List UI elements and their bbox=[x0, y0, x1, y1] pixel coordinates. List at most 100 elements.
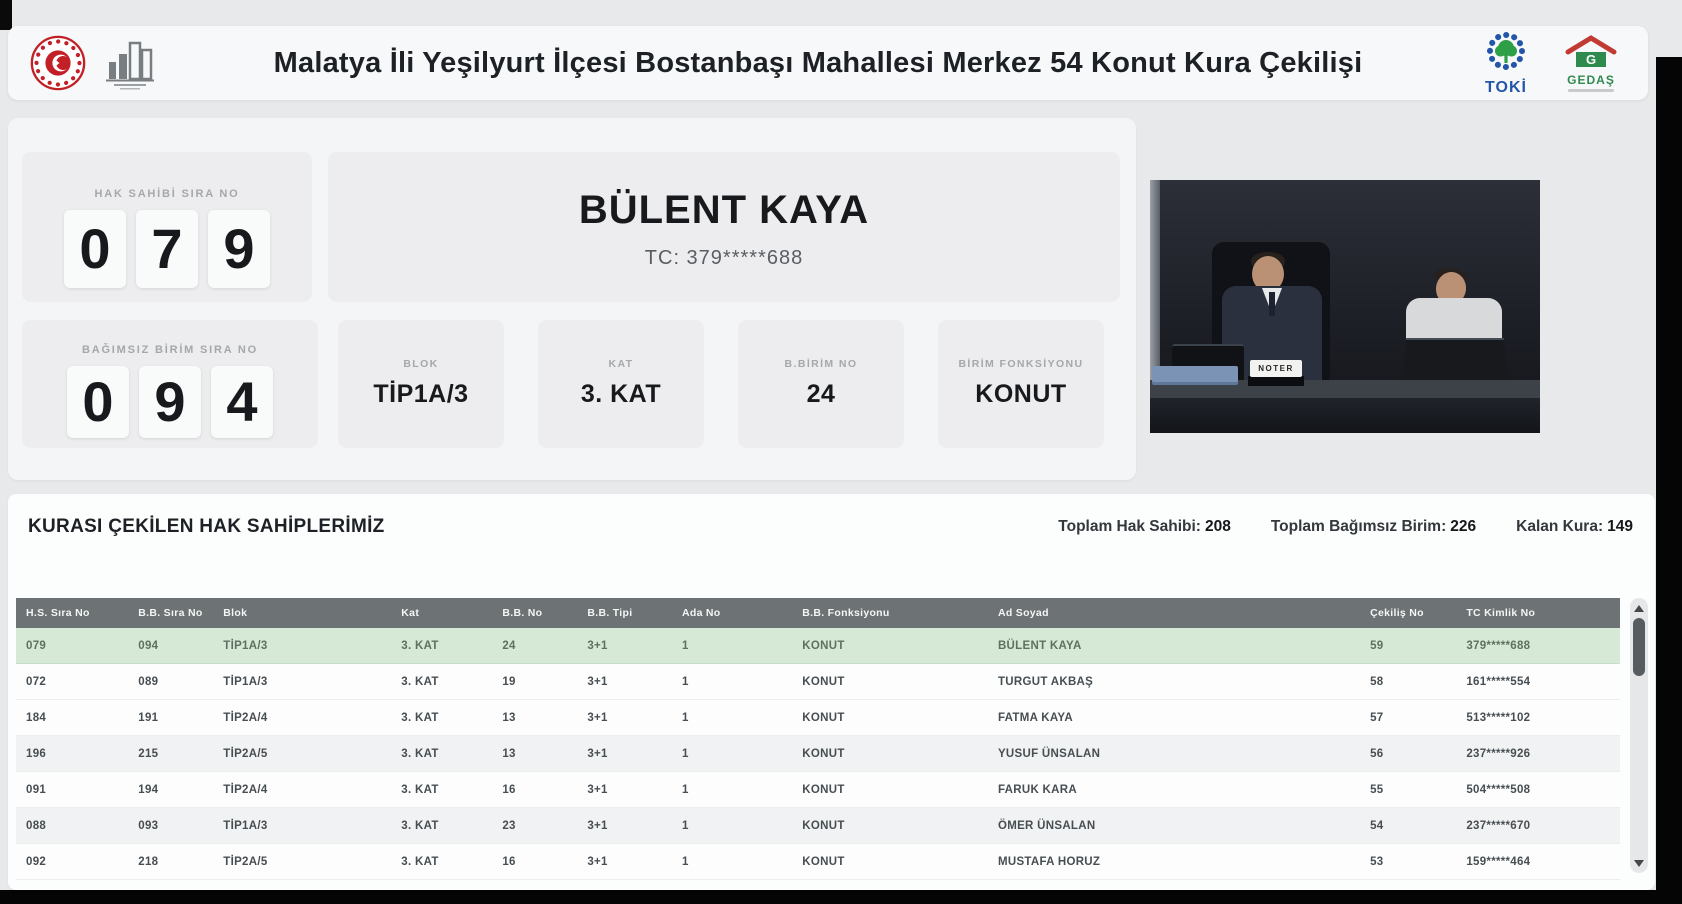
table-cell: 513*****102 bbox=[1456, 699, 1620, 736]
table-row: 091 194 TİP2A/4 3. KAT 16 3+1 1 KONUT FARUK KARA… bbox=[16, 771, 1620, 808]
table-cell: 53 bbox=[1360, 843, 1457, 880]
table-cell: 1 bbox=[671, 628, 793, 664]
table-cell: 1 bbox=[671, 771, 793, 808]
table-cell: 59 bbox=[1360, 628, 1457, 664]
table-cell: 3+1 bbox=[577, 807, 672, 844]
column-header: B.B. No bbox=[492, 598, 578, 628]
table-row: 092 218 TİP2A/5 3. KAT 16 3+1 1 KONUT MUSTAFA HO… bbox=[16, 843, 1620, 880]
detail-value: KONUT bbox=[975, 380, 1067, 408]
hak-sahibi-label: HAK SAHİBİ SIRA NO bbox=[94, 188, 240, 200]
detail-value: TİP1A/3 bbox=[373, 380, 469, 408]
detail-card: BİRİM FONKSİYONU KONUT bbox=[938, 320, 1104, 448]
table-cell: 3. KAT bbox=[391, 735, 493, 772]
table-cell: 54 bbox=[1360, 807, 1457, 844]
laptop-right bbox=[1402, 338, 1508, 384]
digit-box: 9 bbox=[208, 210, 270, 288]
table-cell: 091 bbox=[16, 771, 129, 808]
table-cell: 215 bbox=[128, 735, 214, 772]
table-cell: 23 bbox=[492, 807, 578, 844]
table-cell: 3. KAT bbox=[391, 807, 493, 844]
table-cell: 218 bbox=[128, 843, 214, 880]
table-cell: 3+1 bbox=[577, 843, 672, 880]
detail-card: KAT 3. KAT bbox=[538, 320, 704, 448]
noter-name-plate: NOTER bbox=[1250, 360, 1302, 377]
chevron-down-icon bbox=[1634, 859, 1644, 867]
table-cell: 092 bbox=[16, 843, 129, 880]
column-header: TC Kimlik No bbox=[1456, 598, 1620, 628]
table-cell: TİP2A/5 bbox=[213, 843, 392, 880]
table-cell: FARUK KARA bbox=[987, 771, 1361, 808]
table-scrollbar[interactable] bbox=[1630, 598, 1648, 873]
digit-box: 0 bbox=[67, 366, 129, 438]
gedas-logo: G GEDAŞ bbox=[1560, 34, 1622, 92]
digit-box: 4 bbox=[211, 366, 273, 438]
table-cell: KONUT bbox=[792, 699, 988, 736]
scroll-up-button[interactable] bbox=[1630, 600, 1648, 616]
blue-papers bbox=[1152, 366, 1238, 382]
table-cell: 3. KAT bbox=[391, 628, 493, 664]
table-cell: 093 bbox=[128, 807, 214, 844]
table-cell: 3. KAT bbox=[391, 663, 493, 700]
table-cell: 1 bbox=[671, 735, 793, 772]
detail-card: B.BİRİM NO 24 bbox=[738, 320, 904, 448]
column-header: Blok bbox=[213, 598, 392, 628]
table-cell: FATMA KAYA bbox=[987, 699, 1361, 736]
table-cell: ÖMER ÜNSALAN bbox=[987, 807, 1361, 844]
digit-box: 0 bbox=[64, 210, 126, 288]
column-header: H.S. Sıra No bbox=[16, 598, 129, 628]
table-cell: 13 bbox=[492, 699, 578, 736]
table-cell: 184 bbox=[16, 699, 129, 736]
winner-tc-number: TC: 379*****688 bbox=[644, 247, 804, 269]
detail-label: BİRİM FONKSİYONU bbox=[958, 358, 1084, 370]
toki-logo: TOKİ bbox=[1478, 30, 1534, 97]
table-cell: MUSTAFA HORUZ bbox=[987, 843, 1361, 880]
results-table-wrap: H.S. Sıra No B.B. Sıra No Blok Kat B.B. No B.… bbox=[16, 598, 1620, 880]
detail-value: 3. KAT bbox=[580, 380, 662, 408]
results-title: KURASI ÇEKİLEN HAK SAHİPLERİMİZ bbox=[28, 516, 385, 537]
table-row: 072 089 TİP1A/3 3. KAT 19 3+1 1 KONUT TURGUT AKB… bbox=[16, 663, 1620, 700]
person-left-tie bbox=[1269, 292, 1275, 316]
table-cell: 196 bbox=[16, 735, 129, 772]
scrollbar-thumb[interactable] bbox=[1633, 618, 1645, 676]
table-cell: TİP1A/3 bbox=[213, 663, 392, 700]
table-cell: 3+1 bbox=[577, 628, 672, 664]
column-header: Çekiliş No bbox=[1360, 598, 1457, 628]
table-cell: KONUT bbox=[792, 735, 988, 772]
page-title: Malatya İli Yeşilyurt İlçesi Bostanbaşı … bbox=[273, 46, 1363, 79]
stat-value: 208 bbox=[1204, 518, 1231, 535]
table-cell: 55 bbox=[1360, 771, 1457, 808]
table-row: 088 093 TİP1A/3 3. KAT 23 3+1 1 KONUT ÖMER ÜNSAL… bbox=[16, 807, 1620, 844]
table-cell: KONUT bbox=[792, 843, 988, 880]
svg-text:G: G bbox=[1586, 52, 1596, 67]
column-header: B.B. Fonksiyonu bbox=[792, 598, 988, 628]
table-cell: KONUT bbox=[792, 628, 988, 664]
table-row: 184 191 TİP2A/4 3. KAT 13 3+1 1 KONUT FATMA KAYA… bbox=[16, 699, 1620, 736]
table-cell: KONUT bbox=[792, 663, 988, 700]
stat-value: 226 bbox=[1450, 518, 1477, 535]
table-cell: 1 bbox=[671, 843, 793, 880]
table-cell: YUSUF ÜNSALAN bbox=[987, 735, 1361, 772]
table-cell: TURGUT AKBAŞ bbox=[987, 663, 1361, 700]
table-cell: 072 bbox=[16, 663, 129, 700]
table-cell: 58 bbox=[1360, 663, 1457, 700]
header-bar: Malatya İli Yeşilyurt İlçesi Bostanbaşı … bbox=[8, 26, 1648, 100]
table-cell: TİP2A/4 bbox=[213, 771, 392, 808]
detail-value: 24 bbox=[806, 380, 836, 408]
table-cell: 3+1 bbox=[577, 735, 672, 772]
table-cell: 1 bbox=[671, 663, 793, 700]
desk-front bbox=[1150, 398, 1540, 433]
detail-label: KAT bbox=[608, 358, 634, 370]
table-cell: 194 bbox=[128, 771, 214, 808]
table-cell: TİP1A/3 bbox=[213, 807, 392, 844]
winner-card: BÜLENT KAYA TC: 379*****688 bbox=[328, 152, 1120, 302]
table-cell: 088 bbox=[16, 807, 129, 844]
toki-emblem-icon bbox=[1487, 31, 1525, 70]
letterbox-corner bbox=[0, 0, 12, 30]
gedas-wordmark: GEDAŞ bbox=[1567, 72, 1615, 87]
table-cell: 089 bbox=[128, 663, 214, 700]
scroll-down-button[interactable] bbox=[1630, 855, 1648, 871]
table-cell: 504*****508 bbox=[1456, 771, 1620, 808]
detail-label: B.BİRİM NO bbox=[784, 358, 858, 370]
